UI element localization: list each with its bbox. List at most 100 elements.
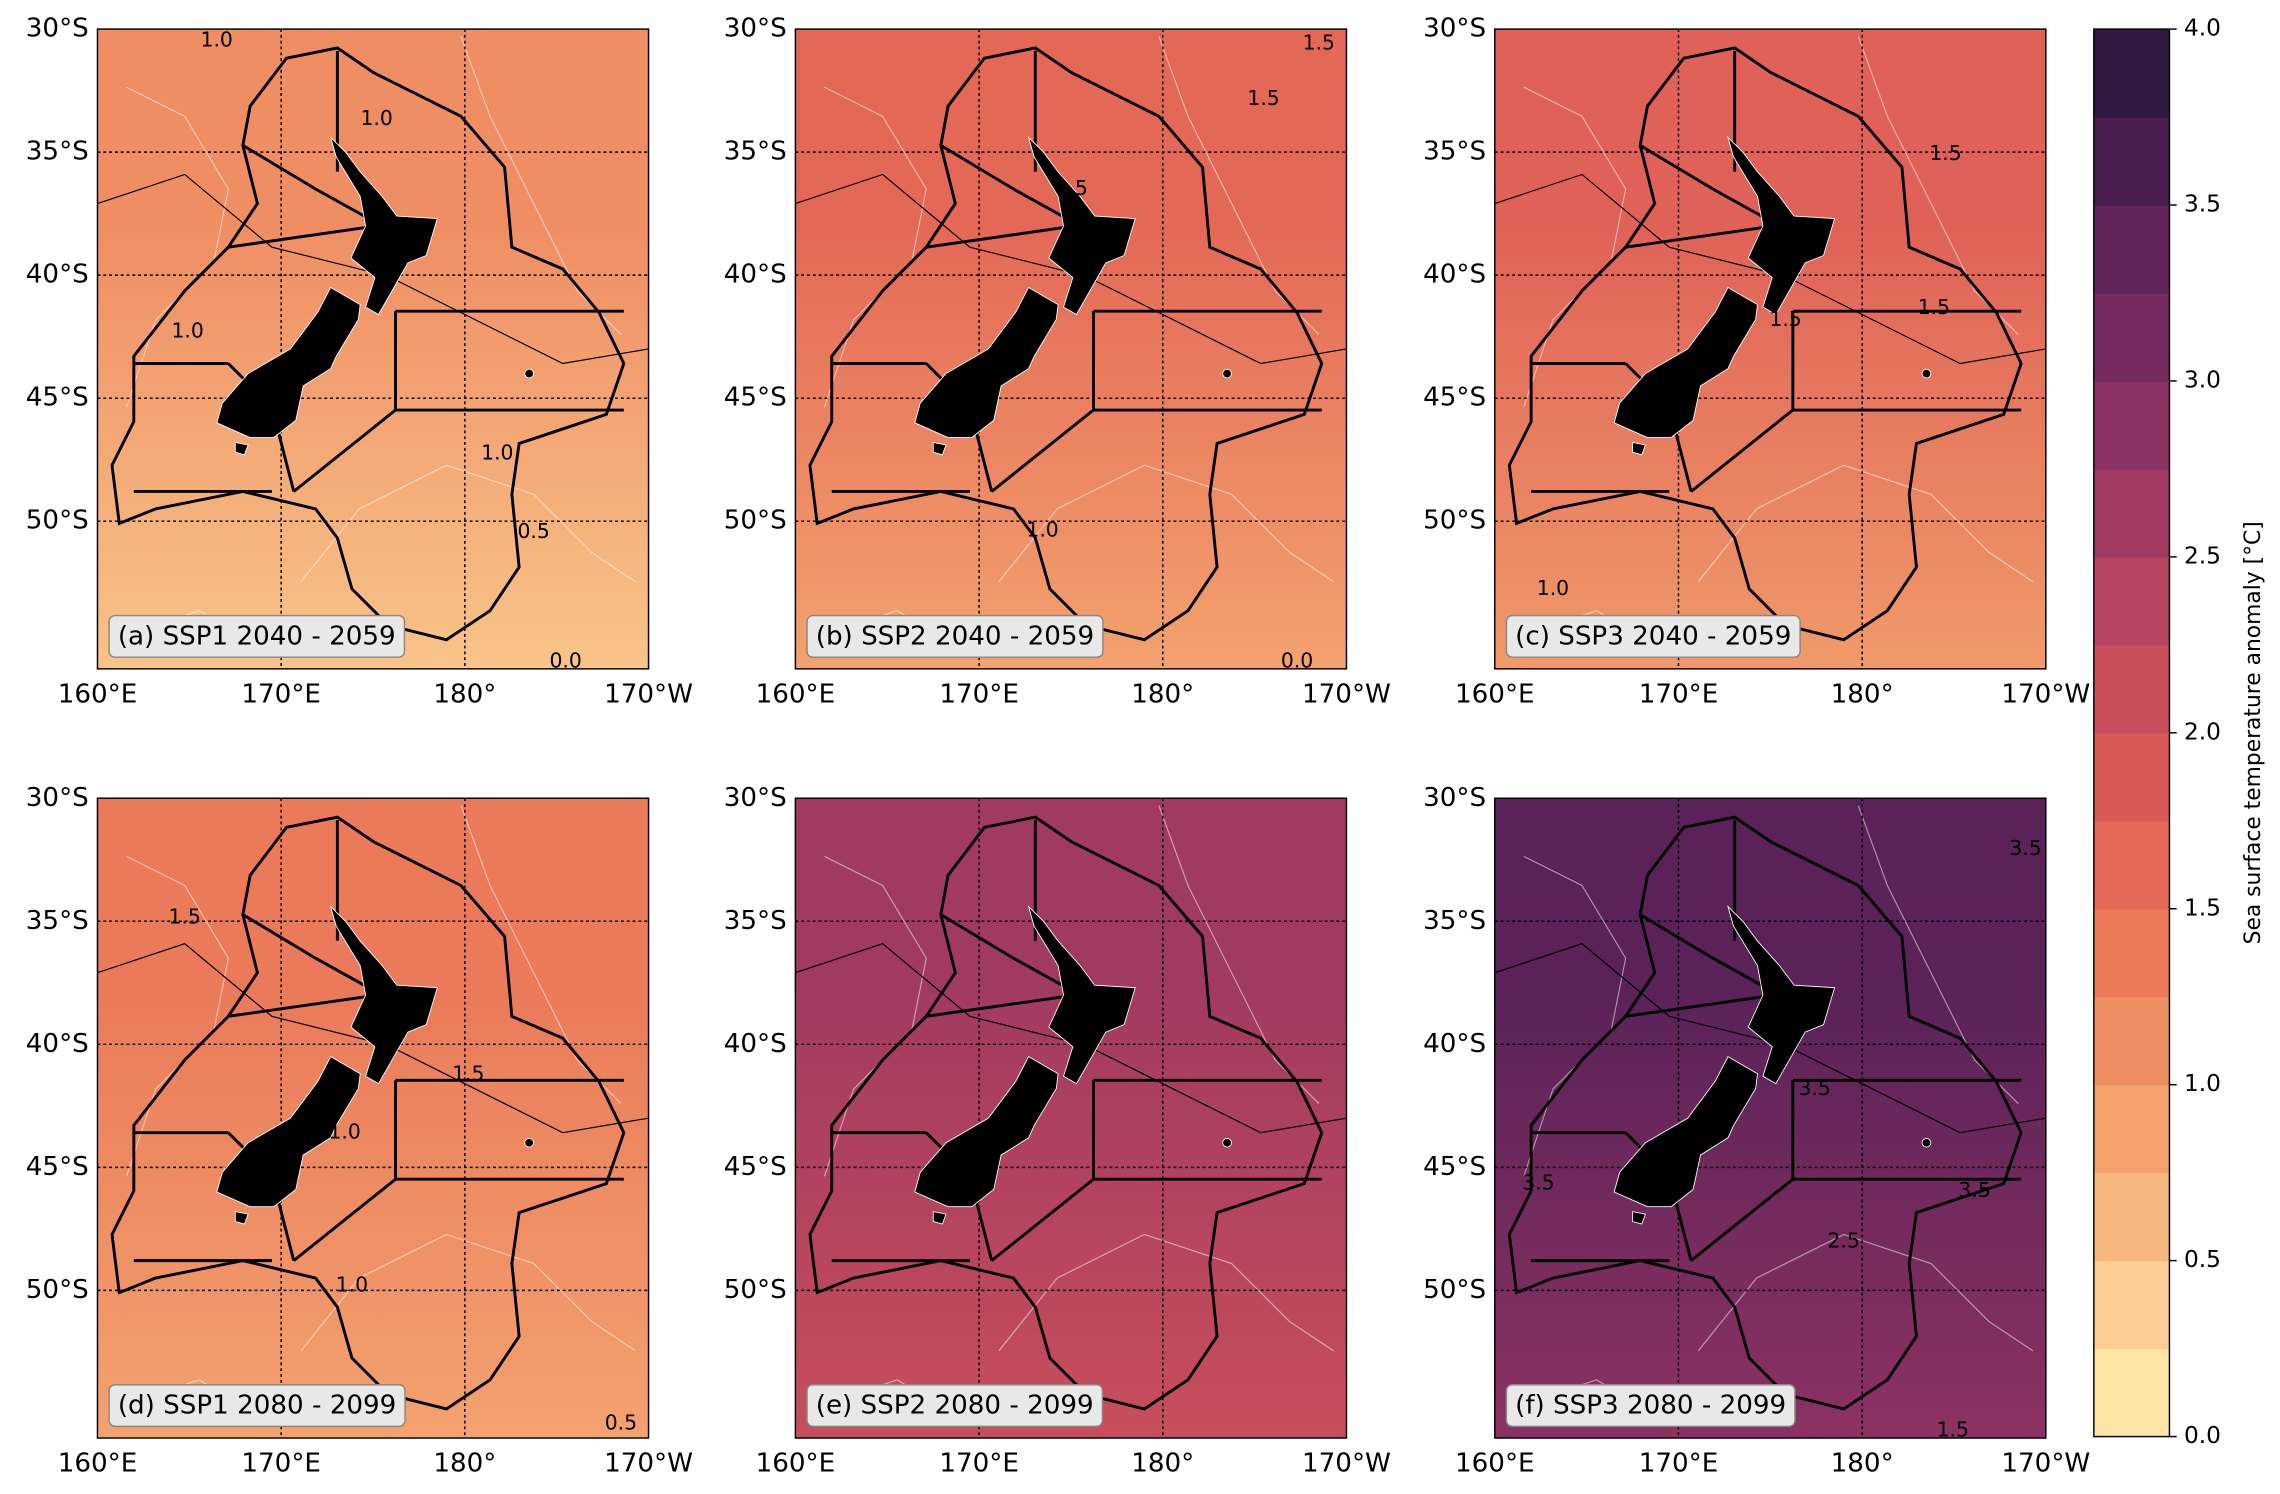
panel-label: (b) SSP2 2040 - 2059 (816, 621, 1094, 651)
sst-field (1494, 29, 2046, 669)
colorbar-level (2093, 468, 2170, 558)
y-tick-label: 35°S (1423, 906, 1486, 936)
contour-label: 1.0 (201, 28, 233, 52)
contour-label: 1.5 (1918, 295, 1950, 319)
region-boundary (228, 993, 382, 1018)
x-tick-label: 180° (1831, 680, 1894, 710)
y-tick-label: 40°S (1423, 1029, 1486, 1059)
colorbar-level (2093, 117, 2170, 206)
region-boundary (926, 993, 1080, 1018)
panel-content: 1.0 1.0 1.0 1.0 0.5 0.0 (97, 28, 649, 673)
x-tick-label: 180° (433, 680, 496, 710)
y-tick-label: 35°S (724, 137, 787, 167)
colorbar-tick-label: 2.0 (2184, 718, 2221, 745)
x-tick-label: 160°E (58, 680, 138, 710)
eez-boundary (110, 815, 626, 1411)
sst-field (795, 798, 1347, 1439)
y-tick-label: 50°S (724, 506, 787, 536)
eez-boundary (1507, 815, 2023, 1411)
region-boundary (926, 223, 1080, 249)
y-tick-label: 45°S (1423, 1152, 1486, 1182)
chatham-islands (1921, 1137, 1932, 1148)
region-boundary (940, 144, 1080, 227)
colorbar-level (2093, 1348, 2170, 1438)
x-tick-label: 170°W (2001, 1449, 2090, 1479)
region-boundary (1639, 144, 1780, 227)
colorbar-level (2093, 205, 2170, 294)
land (1613, 286, 1758, 438)
panel-label-box (108, 1383, 406, 1428)
colorbar-level (2093, 292, 2170, 382)
chatham-islands (1222, 1137, 1232, 1148)
contour-label: 1.5 (1929, 141, 1961, 165)
sst-field (1494, 798, 2046, 1439)
x-tick-label: 170°E (241, 1449, 321, 1479)
contour-label: 1.0 (1537, 576, 1569, 600)
land (329, 905, 438, 1085)
colorbar-tick-label: 2.5 (2184, 542, 2221, 569)
y-tick-label: 45°S (724, 383, 787, 413)
chatham-islands (1222, 368, 1232, 379)
chatham-islands (524, 1137, 534, 1148)
x-tick-label: 160°E (756, 680, 836, 710)
y-tick-label: 30°S (26, 14, 89, 44)
land (1613, 1056, 1758, 1208)
land (1027, 905, 1136, 1085)
y-tick-label: 50°S (26, 506, 89, 536)
region-boundary (1690, 1178, 1794, 1262)
panel-label-box (806, 614, 1104, 658)
region-boundary (242, 144, 382, 227)
y-tick-label: 40°S (26, 260, 89, 290)
contour-label: 1.5 (1769, 307, 1801, 331)
contour-label: 0.0 (549, 649, 581, 673)
contour-label: 1.5 (452, 1062, 484, 1086)
panel-content: 1.5 1.5 1.0 1.0 0.5 (97, 798, 649, 1439)
contour-label: 2.5 (1828, 1229, 1860, 1253)
panel-label-box (108, 614, 406, 658)
panel-label-box (1505, 614, 1801, 658)
y-tick-label: 35°S (724, 906, 787, 936)
map-panel: 1.0 1.0 1.0 1.0 0.5 0.0 (a) SSP1 2040 - 2059 30… (26, 14, 693, 710)
y-tick-label: 30°S (724, 783, 787, 813)
colorbar-level (2093, 644, 2170, 734)
x-tick-label: 160°E (1455, 680, 1535, 710)
contour-label: 1.0 (481, 441, 513, 465)
x-tick-label: 170°E (1639, 680, 1719, 710)
panel-content: 1.5 1.5 1.5 1.0 0.0 (795, 29, 1347, 669)
eez-boundary (808, 815, 1324, 1411)
region-boundary (1625, 223, 1779, 249)
contour-label: 3.5 (1522, 1171, 1554, 1195)
panel-frame (794, 797, 1348, 1439)
colorbar-tick-label: 1.0 (2184, 1070, 2221, 1097)
eez-boundary (110, 46, 626, 642)
land (914, 1056, 1059, 1208)
contour-label: 1.5 (1055, 176, 1087, 200)
land (216, 286, 361, 438)
land (1027, 135, 1136, 316)
panel-label-box (1505, 1383, 1796, 1428)
y-tick-label: 30°S (724, 14, 787, 44)
y-tick-label: 30°S (1423, 14, 1486, 44)
contour-label: 1.0 (328, 1120, 360, 1144)
region-boundary (1690, 408, 1794, 493)
contour-label: 1.0 (360, 106, 392, 130)
panel-label: (c) SSP3 2040 - 2059 (1515, 621, 1791, 651)
colorbar-tick-label: 0.5 (2184, 1246, 2221, 1273)
region-boundary (990, 1178, 1095, 1262)
panel-frame (794, 28, 1348, 670)
colorbar-level (2093, 908, 2170, 998)
eez-boundary (1507, 46, 2023, 642)
land (1632, 1211, 1647, 1225)
y-tick-label: 30°S (1423, 783, 1486, 813)
colorbar-level (2093, 1260, 2170, 1350)
y-tick-label: 35°S (1423, 137, 1486, 167)
y-tick-label: 45°S (26, 1152, 89, 1182)
contour-label: 1.5 (1937, 1418, 1969, 1442)
contour-label: 1.0 (336, 1272, 368, 1296)
panel-frame (96, 797, 650, 1439)
land (1727, 905, 1836, 1085)
colorbar-tick-label: 3.0 (2184, 366, 2221, 393)
eez-boundary (808, 46, 1324, 642)
